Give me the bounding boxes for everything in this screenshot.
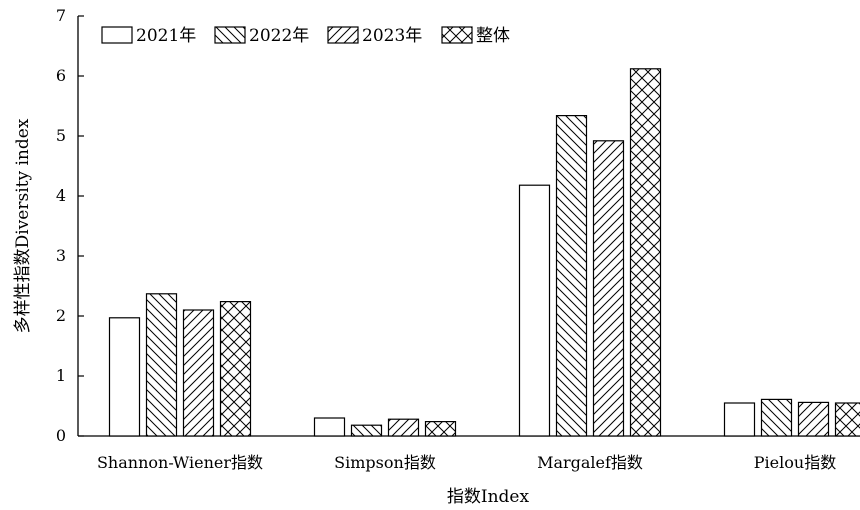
x-tick-label: Shannon-Wiener指数 (97, 453, 263, 472)
legend-label: 2023年 (362, 26, 422, 46)
bar (592, 140, 625, 437)
bar (834, 402, 860, 437)
y-tick-label: 0 (56, 426, 66, 445)
bar (723, 402, 756, 437)
x-axis-label: 指数Index (447, 487, 530, 507)
y-tick-label: 2 (56, 306, 66, 325)
bar (518, 184, 551, 437)
x-tick-labels: Shannon-Wiener指数 Simpson指数 Margalef指数 Pielo… (97, 453, 836, 472)
y-tick-label: 5 (56, 126, 66, 145)
legend-swatch (214, 26, 246, 44)
bar (350, 424, 383, 437)
bar (145, 293, 178, 437)
bar (108, 317, 141, 437)
y-tick-label: 6 (56, 66, 66, 85)
y-tick-label: 7 (56, 6, 66, 25)
bar (182, 309, 215, 437)
x-tick-label: Simpson指数 (334, 453, 436, 472)
y-tick-label: 3 (56, 246, 66, 265)
y-axis-label: 多样性指数Diversity index (13, 118, 33, 333)
bar (629, 68, 662, 437)
legend: 2021年 2022年 2023年 整体 (101, 26, 510, 46)
x-tick-label: Pielou指数 (754, 453, 836, 472)
legend-label: 整体 (476, 26, 510, 46)
legend-label: 2022年 (249, 26, 309, 46)
x-axis: Shannon-Wiener指数 Simpson指数 Margalef指数 Pielo… (78, 435, 860, 472)
legend-swatch (101, 26, 133, 44)
legend-label: 2021年 (136, 26, 196, 46)
y-axis: 0 1 2 3 4 5 6 7 (56, 6, 84, 445)
bar (313, 417, 346, 437)
y-tick-label: 4 (56, 186, 66, 205)
y-tick-label: 1 (56, 366, 66, 385)
y-ticks: 0 1 2 3 4 5 6 7 (56, 6, 84, 445)
bar (387, 418, 420, 437)
legend-swatch (441, 26, 473, 44)
bar (219, 301, 252, 437)
legend-swatch (327, 26, 359, 44)
x-tick-label: Margalef指数 (537, 453, 643, 472)
bar (555, 114, 588, 437)
bar (760, 398, 793, 437)
bars (108, 68, 860, 437)
bar (797, 401, 830, 437)
bar (424, 421, 457, 437)
